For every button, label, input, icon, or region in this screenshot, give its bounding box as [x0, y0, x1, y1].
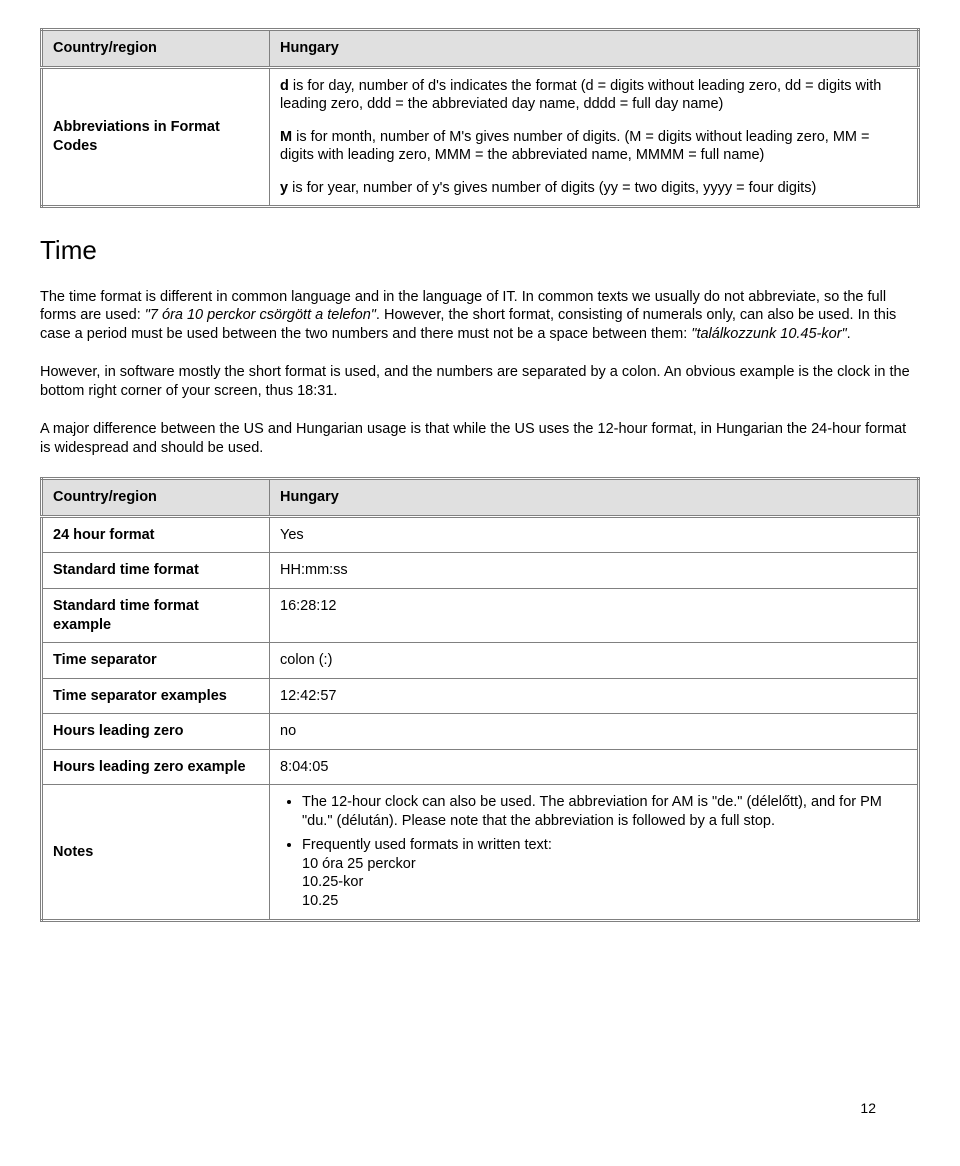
para1-italic-2: "találkozzunk 10.45-kor" — [691, 326, 846, 342]
format-codes-table: Country/region Hungary Abbreviations in … — [40, 28, 920, 208]
std-time-example-value: 16:28:12 — [270, 589, 919, 643]
code-d-text: is for day, number of d's indicates the … — [280, 78, 881, 113]
code-m-desc: M is for month, number of M's gives numb… — [280, 128, 907, 165]
code-d-desc: d is for day, number of d's indicates th… — [280, 77, 907, 114]
table-row: Abbreviations in Format Codes d is for d… — [42, 67, 919, 207]
country-region-value: Hungary — [270, 30, 919, 68]
notes-label: Notes — [42, 785, 270, 920]
code-y-text: is for year, number of y's gives number … — [288, 180, 816, 196]
std-time-format-value: HH:mm:ss — [270, 553, 919, 589]
table-row: Standard time format example 16:28:12 — [42, 589, 919, 643]
time-separator-value: colon (:) — [270, 643, 919, 679]
table-row: 24 hour format Yes — [42, 516, 919, 553]
abbrev-codes-value: d is for day, number of d's indicates th… — [270, 67, 919, 207]
country-region-label: Country/region — [42, 30, 270, 68]
std-time-format-label: Standard time format — [42, 553, 270, 589]
code-m-text: is for month, number of M's gives number… — [280, 129, 869, 164]
code-y-letter: y — [280, 180, 288, 196]
time-separator-examples-label: Time separator examples — [42, 678, 270, 714]
notes-item-2-line-b: 10.25-kor — [302, 874, 363, 890]
time-format-table: Country/region Hungary 24 hour format Ye… — [40, 477, 920, 921]
notes-item-2: Frequently used formats in written text:… — [302, 836, 907, 910]
time-paragraph-3: A major difference between the US and Hu… — [40, 420, 920, 457]
24hour-value: Yes — [270, 516, 919, 553]
para1-text-c: . — [847, 326, 851, 342]
time-paragraph-2: However, in software mostly the short fo… — [40, 363, 920, 400]
hours-leading-zero-example-label: Hours leading zero example — [42, 749, 270, 785]
table-row: Notes The 12-hour clock can also be used… — [42, 785, 919, 920]
time-paragraph-1: The time format is different in common l… — [40, 288, 920, 344]
code-y-desc: y is for year, number of y's gives numbe… — [280, 179, 907, 198]
notes-item-1: The 12-hour clock can also be used. The … — [302, 793, 907, 830]
code-m-letter: M — [280, 129, 292, 145]
page-number: 12 — [860, 1100, 876, 1118]
hours-leading-zero-example-value: 8:04:05 — [270, 749, 919, 785]
notes-list: The 12-hour clock can also be used. The … — [280, 793, 907, 910]
notes-item-2-head: Frequently used formats in written text: — [302, 837, 552, 853]
table-row: Standard time format HH:mm:ss — [42, 553, 919, 589]
24hour-label: 24 hour format — [42, 516, 270, 553]
country-region-value: Hungary — [270, 479, 919, 517]
notes-item-2-line-a: 10 óra 25 perckor — [302, 856, 416, 872]
time-separator-examples-value: 12:42:57 — [270, 678, 919, 714]
hours-leading-zero-label: Hours leading zero — [42, 714, 270, 750]
table-row: Country/region Hungary — [42, 30, 919, 68]
country-region-label: Country/region — [42, 479, 270, 517]
code-d-letter: d — [280, 78, 289, 94]
para1-italic-1: "7 óra 10 perckor csörgött a telefon" — [145, 307, 376, 323]
notes-value: The 12-hour clock can also be used. The … — [270, 785, 919, 920]
notes-item-2-line-c: 10.25 — [302, 893, 338, 909]
section-heading-time: Time — [40, 234, 920, 267]
table-row: Time separator colon (:) — [42, 643, 919, 679]
hours-leading-zero-value: no — [270, 714, 919, 750]
std-time-example-label: Standard time format example — [42, 589, 270, 643]
table-row: Country/region Hungary — [42, 479, 919, 517]
table-row: Hours leading zero example 8:04:05 — [42, 749, 919, 785]
table-row: Hours leading zero no — [42, 714, 919, 750]
abbrev-codes-label: Abbreviations in Format Codes — [42, 67, 270, 207]
time-separator-label: Time separator — [42, 643, 270, 679]
table-row: Time separator examples 12:42:57 — [42, 678, 919, 714]
